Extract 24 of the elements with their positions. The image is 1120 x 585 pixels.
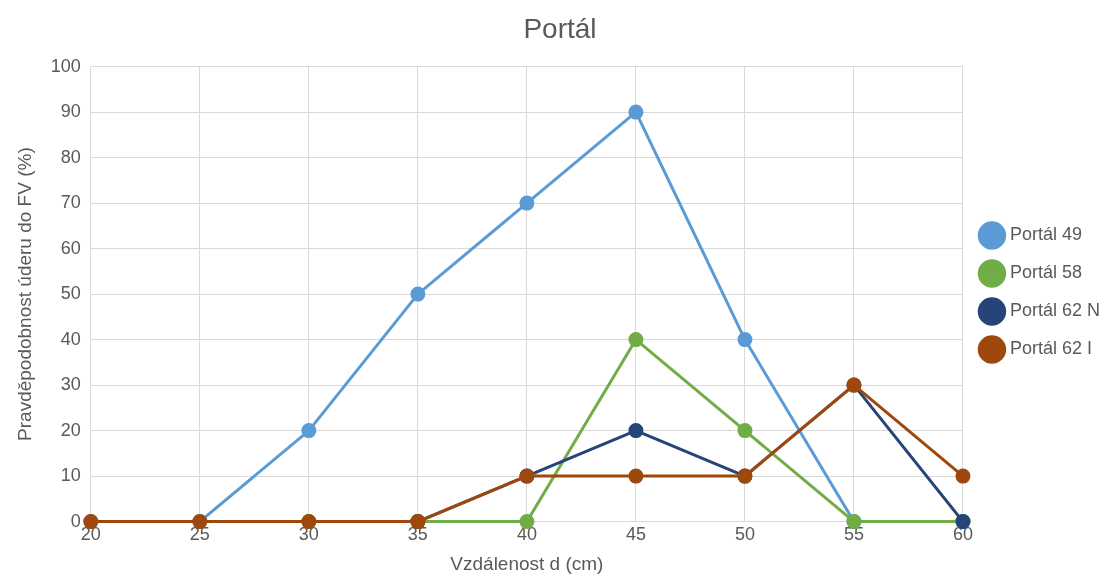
- x-tick-label: 50: [734, 524, 755, 545]
- legend-label: Portál 62 N: [1009, 300, 1100, 321]
- x-tick-label: 30: [298, 524, 319, 545]
- legend-label: Portál 58: [1009, 262, 1082, 283]
- y-tick-label: 90: [60, 101, 81, 122]
- y-tick-label: 60: [60, 237, 81, 258]
- y-tick-label: 20: [60, 419, 81, 440]
- legend-label: Portál 62 I: [1009, 338, 1092, 359]
- x-tick-label: 40: [516, 524, 537, 545]
- y-tick-label: 10: [60, 465, 81, 486]
- y-tick-label: 40: [60, 328, 81, 349]
- legend-label: Portál 49: [1009, 224, 1082, 245]
- y-axis-title: Pravděpodobnost úderu do FV (%): [13, 147, 35, 441]
- y-tick-label: 100: [50, 55, 81, 76]
- x-tick-label: 20: [80, 524, 101, 545]
- y-tick-label: 50: [60, 283, 81, 304]
- x-axis-title: Vzdálenost d (cm): [450, 552, 604, 574]
- y-tick-label: 80: [60, 146, 81, 167]
- y-tick-label: 0: [70, 510, 81, 531]
- x-tick-label: 60: [952, 524, 973, 545]
- x-tick-label: 45: [625, 524, 646, 545]
- y-tick-label: 70: [60, 192, 81, 213]
- y-tick-label: 30: [60, 374, 81, 395]
- chart-title: Portál: [523, 12, 597, 44]
